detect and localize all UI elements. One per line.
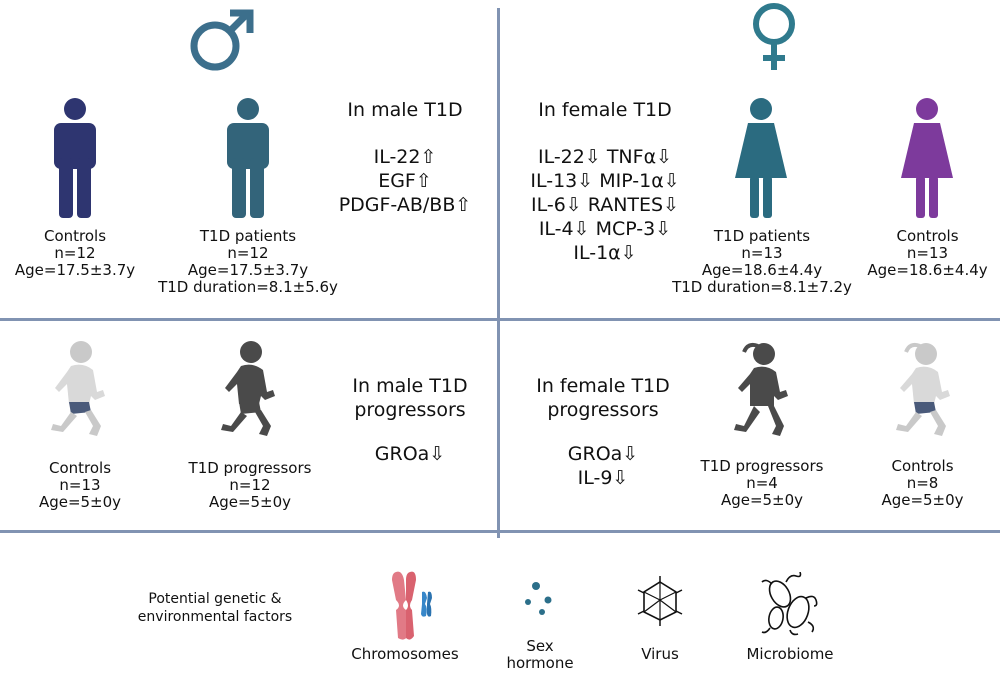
male-patient-label: T1D patients (199, 227, 297, 245)
male-child-heading: In male T1D progressors (335, 374, 485, 422)
factor-label-sex-hormone: Sex hormone (495, 638, 585, 672)
female-child-control-n: n=8 (906, 474, 939, 492)
male-adult-cytokines: IL-22⇧ EGF⇧ PDGF-AB/BB⇧ (320, 145, 490, 217)
female-child-cytokine-2: IL-9⇩ (577, 467, 629, 489)
female-child-control-label: Controls (891, 457, 954, 475)
factors-title-line2: environmental factors (137, 609, 293, 625)
female-patient-n: n=13 (741, 244, 783, 262)
male-child-progressor-caption: T1D progressors n=12 Age=5±0y (175, 460, 325, 511)
male-control-caption: Controls n=12 Age=17.5±3.7y (0, 228, 150, 279)
female-adult-cytokine-3: IL-6⇩ RANTES⇩ (531, 194, 679, 216)
female-adult-cytokine-1: IL-22⇩ TNFα⇩ (537, 146, 673, 168)
male-patient-caption: T1D patients n=12 Age=17.5±3.7y T1D dura… (148, 228, 348, 296)
male-control-n: n=12 (54, 244, 96, 262)
male-progressor-child-icon (221, 341, 275, 436)
factor-label-sex: Sex (526, 637, 554, 655)
factor-label-microbiome: Microbiome (746, 645, 834, 663)
female-control-child-icon (896, 342, 950, 436)
female-child-progressor-age: Age=5±0y (720, 491, 804, 509)
female-progressor-child-icon (734, 342, 788, 436)
female-control-label: Controls (896, 227, 959, 245)
female-child-progressor-n: n=4 (746, 474, 778, 492)
female-child-progressor-caption: T1D progressors n=4 Age=5±0y (687, 458, 837, 509)
male-child-control-age: Age=5±0y (38, 493, 122, 511)
female-child-cytokines: GROa⇩ IL-9⇩ (518, 442, 688, 490)
virus-icon (637, 576, 683, 626)
female-patient-person-icon (735, 98, 787, 218)
female-adult-heading: In female T1D (538, 99, 672, 121)
female-child-control-caption: Controls n=8 Age=5±0y (855, 458, 990, 509)
male-control-label: Controls (43, 227, 107, 245)
female-control-person-icon (901, 98, 953, 218)
factors-title: Potential genetic & environmental factor… (120, 590, 310, 626)
male-child-progressor-n: n=12 (229, 476, 271, 494)
horizontal-divider-bottom (0, 530, 1000, 533)
male-adult-heading: In male T1D (347, 99, 463, 121)
female-control-n: n=13 (906, 244, 949, 262)
microbiome-icon (761, 572, 818, 636)
female-child-heading: In female T1D progressors (518, 374, 688, 422)
male-child-control-label: Controls (48, 459, 112, 477)
male-patient-n: n=12 (227, 244, 269, 262)
factor-label-chromosomes: Chromosomes (351, 645, 459, 663)
vertical-divider (497, 8, 500, 538)
female-child-control-age: Age=5±0y (881, 491, 964, 509)
male-symbol-icon (190, 9, 254, 71)
female-patient-age: Age=18.6±4.4y (701, 261, 823, 279)
chromosome-icon (392, 571, 432, 640)
male-adult-cytokine-3: PDGF-AB/BB⇧ (338, 194, 472, 216)
male-patient-duration: T1D duration=8.1±5.6y (158, 278, 338, 296)
male-child-heading-line1: In male T1D (352, 375, 468, 397)
female-adult-cytokine-2: IL-13⇩ MIP-1α⇩ (530, 170, 680, 192)
female-symbol-icon (753, 3, 795, 70)
factor-label-virus: Virus (641, 645, 679, 663)
male-patient-age: Age=17.5±3.7y (187, 261, 309, 279)
male-child-progressor-age: Age=5±0y (208, 493, 292, 511)
female-adult-cytokines: IL-22⇩ TNFα⇩ IL-13⇩ MIP-1α⇩ IL-6⇩ RANTES… (515, 145, 695, 265)
male-child-heading-line2: progressors (354, 399, 466, 421)
female-child-cytokine-1: GROa⇩ (567, 443, 639, 465)
factors-title-line1: Potential genetic & (148, 591, 282, 607)
female-patient-duration: T1D duration=8.1±7.2y (672, 278, 852, 296)
male-adult-cytokine-2: EGF⇧ (378, 170, 432, 192)
hormone-icon (525, 582, 552, 615)
female-adult-cytokine-4: IL-4⇩ MCP-3⇩ (538, 218, 672, 240)
female-child-heading-line1: In female T1D (536, 375, 670, 397)
female-patient-label: T1D patients (713, 227, 811, 245)
male-child-cytokines: GROa⇩ (335, 442, 485, 466)
male-control-age: Age=17.5±3.7y (14, 261, 136, 279)
male-child-cytokine-1: GROa⇩ (374, 443, 446, 465)
male-control-person-icon (54, 98, 96, 218)
male-control-child-icon (51, 341, 105, 436)
factor-label-hormone: hormone (506, 654, 574, 672)
female-child-progressor-label: T1D progressors (700, 457, 824, 475)
female-patient-caption: T1D patients n=13 Age=18.6±4.4y T1D dura… (662, 228, 862, 296)
female-adult-cytokine-5: IL-1α⇩ (573, 242, 637, 264)
horizontal-divider-middle (0, 318, 1000, 321)
male-patient-person-icon (227, 98, 269, 218)
male-adult-cytokine-1: IL-22⇧ (373, 146, 437, 168)
female-control-age: Age=18.6±4.4y (867, 261, 988, 279)
female-child-heading-line2: progressors (547, 399, 659, 421)
male-child-control-caption: Controls n=13 Age=5±0y (5, 460, 155, 511)
male-child-control-n: n=13 (59, 476, 101, 494)
male-child-progressor-label: T1D progressors (188, 459, 312, 477)
female-control-caption: Controls n=13 Age=18.6±4.4y (855, 228, 1000, 279)
